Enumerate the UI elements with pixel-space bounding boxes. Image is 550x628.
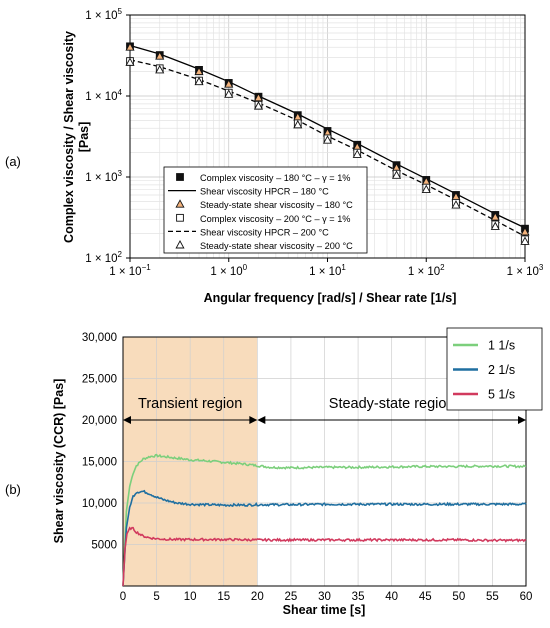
region-arrow-head	[249, 416, 258, 424]
panel-a-data-point-5	[520, 236, 530, 245]
panel-a-data-point-5	[194, 76, 204, 86]
panel-a-data-point-5	[322, 135, 333, 144]
panel-a-chart: (a) 1 × 10−1 1 × 100 1 × 101 1 × 102 1 × 103…	[5, 7, 544, 305]
legend-entry-label: 2 1/s	[488, 363, 515, 377]
panel-a-data-point-2	[224, 79, 234, 88]
y-tick-label: 1 × 104	[85, 88, 122, 103]
panel-a-data-point-2	[490, 212, 500, 221]
x-tick-label: 50	[452, 591, 465, 603]
panel-b-chart: (b) Transient region Steady-state region…	[5, 327, 543, 617]
transient-region-label: Transient region	[138, 396, 242, 412]
x-tick-label: 1 × 101	[309, 263, 346, 278]
region-arrow-head	[257, 416, 266, 424]
x-tick-label: 5	[153, 591, 159, 603]
y-tick-label: 25,000	[82, 374, 117, 386]
panel-b-series-line-0	[122, 453, 527, 587]
x-tick-label: 45	[419, 591, 432, 603]
y-tick-label: 1 × 105	[85, 7, 122, 22]
panel-a-y-axis-title-line2: [Pas]	[77, 122, 91, 153]
panel-a-data-point-5	[352, 149, 362, 158]
panel-a-data-point-2	[194, 66, 204, 76]
panel-b-series-line-1	[122, 489, 527, 587]
x-tick-label: 10	[184, 591, 197, 603]
panel-a-data-point-5	[125, 57, 135, 66]
x-tick-label: 0	[120, 591, 126, 603]
x-tick-label: 35	[352, 591, 365, 603]
panel-b-series	[122, 453, 527, 587]
legend-entry-label: Steady-state shear viscosity – 200 °C	[200, 241, 353, 251]
steady-state-region-label: Steady-state region	[329, 396, 455, 412]
panel-a-x-axis-title: Angular frequency [rad/s] / Shear rate […	[204, 291, 457, 305]
legend-entry-label: Steady-state shear viscosity – 180 °C	[200, 200, 353, 210]
panel-a-legend-box	[163, 166, 368, 254]
panel-a-y-ticks: 1 × 102 1 × 103 1 × 104 1 × 105	[85, 7, 130, 265]
panel-b-x-ticks: 0 5 10 15 20 25 30 35 40 45 50 55 60	[120, 591, 533, 603]
panel-a-data-point-5	[490, 221, 500, 230]
x-tick-label: 20	[251, 591, 264, 603]
panel-b-legend: 1 1/s 2 1/s 5 1/s	[446, 327, 543, 411]
region-arrow-head	[123, 416, 131, 424]
panel-a-y-axis-title-line1: Complex viscosity / Shear viscosity	[62, 31, 76, 243]
y-tick-label: 1 × 103	[85, 169, 122, 184]
panel-a-data-point-2	[520, 226, 530, 236]
y-tick-label: 1 × 102	[85, 250, 122, 265]
legend-entry-label: Shear viscosity HPCR – 180 °C	[200, 187, 329, 197]
x-tick-label: 1 × 103	[507, 263, 544, 278]
panel-b-label: (b)	[5, 482, 21, 497]
region-arrow-head	[518, 416, 526, 424]
y-tick-label: 20,000	[82, 415, 117, 427]
legend-marker	[175, 199, 185, 208]
y-tick-label: 10,000	[82, 498, 117, 510]
panel-b-y-axis-title: Shear viscosity (CCR) [Pas]	[52, 379, 66, 544]
panel-a-data-point-5	[253, 101, 264, 110]
y-tick-label: 15,000	[82, 457, 117, 469]
y-tick-label: 5000	[91, 540, 117, 552]
x-tick-label: 60	[520, 591, 533, 603]
legend-entry-label: Complex viscosity – 180 °C – γ = 1%	[200, 173, 350, 183]
panel-b-region-annotations: Transient region Steady-state region	[123, 396, 526, 424]
legend-marker	[175, 240, 185, 249]
panel-a-data-point-2	[155, 51, 165, 60]
panel-a-data-point-5	[391, 170, 402, 179]
legend-entry-label: Shear viscosity HPCR – 200 °C	[200, 227, 329, 237]
panel-b-y-ticks: 5000 10,000 15,000 20,000 25,000 30,000	[82, 332, 117, 552]
x-tick-label: 1 × 102	[408, 263, 445, 278]
panel-a-legend: Complex viscosity – 180 °C – γ = 1% Shear…	[163, 166, 368, 254]
panel-a-data-point-5	[421, 184, 431, 193]
panel-b-x-axis-title: Shear time [s]	[283, 603, 366, 617]
legend-entry-label: 1 1/s	[488, 339, 515, 353]
panel-a-series	[125, 42, 530, 245]
panel-a-data-point-2	[125, 42, 135, 51]
x-tick-label: 1 × 100	[210, 263, 247, 278]
panel-a-data-point-5	[224, 89, 234, 98]
x-tick-label: 15	[217, 591, 230, 603]
x-tick-label: 30	[318, 591, 331, 603]
panel-a-x-ticks: 1 × 10−1 1 × 100 1 × 101 1 × 102 1 × 103	[109, 258, 544, 278]
x-tick-label: 40	[385, 591, 398, 603]
panel-a-data-point-5	[293, 119, 303, 129]
y-tick-label: 30,000	[82, 332, 117, 344]
panel-b-series-line-2	[122, 526, 527, 587]
legend-marker	[176, 173, 184, 181]
panel-a-data-point-5	[451, 200, 461, 209]
x-tick-label: 55	[486, 591, 499, 603]
legend-entry-label: 5 1/s	[488, 388, 515, 402]
legend-marker	[176, 213, 184, 222]
panel-a-data-point-5	[155, 64, 165, 74]
panel-b-plot-frame	[122, 336, 527, 587]
panel-a-data-point-2	[253, 92, 264, 102]
x-tick-label: 1 × 10−1	[109, 263, 151, 278]
panel-a-label: (a)	[5, 154, 21, 169]
x-tick-label: 25	[285, 591, 298, 603]
legend-entry-label: Complex viscosity – 200 °C – γ = 1%	[200, 214, 350, 224]
